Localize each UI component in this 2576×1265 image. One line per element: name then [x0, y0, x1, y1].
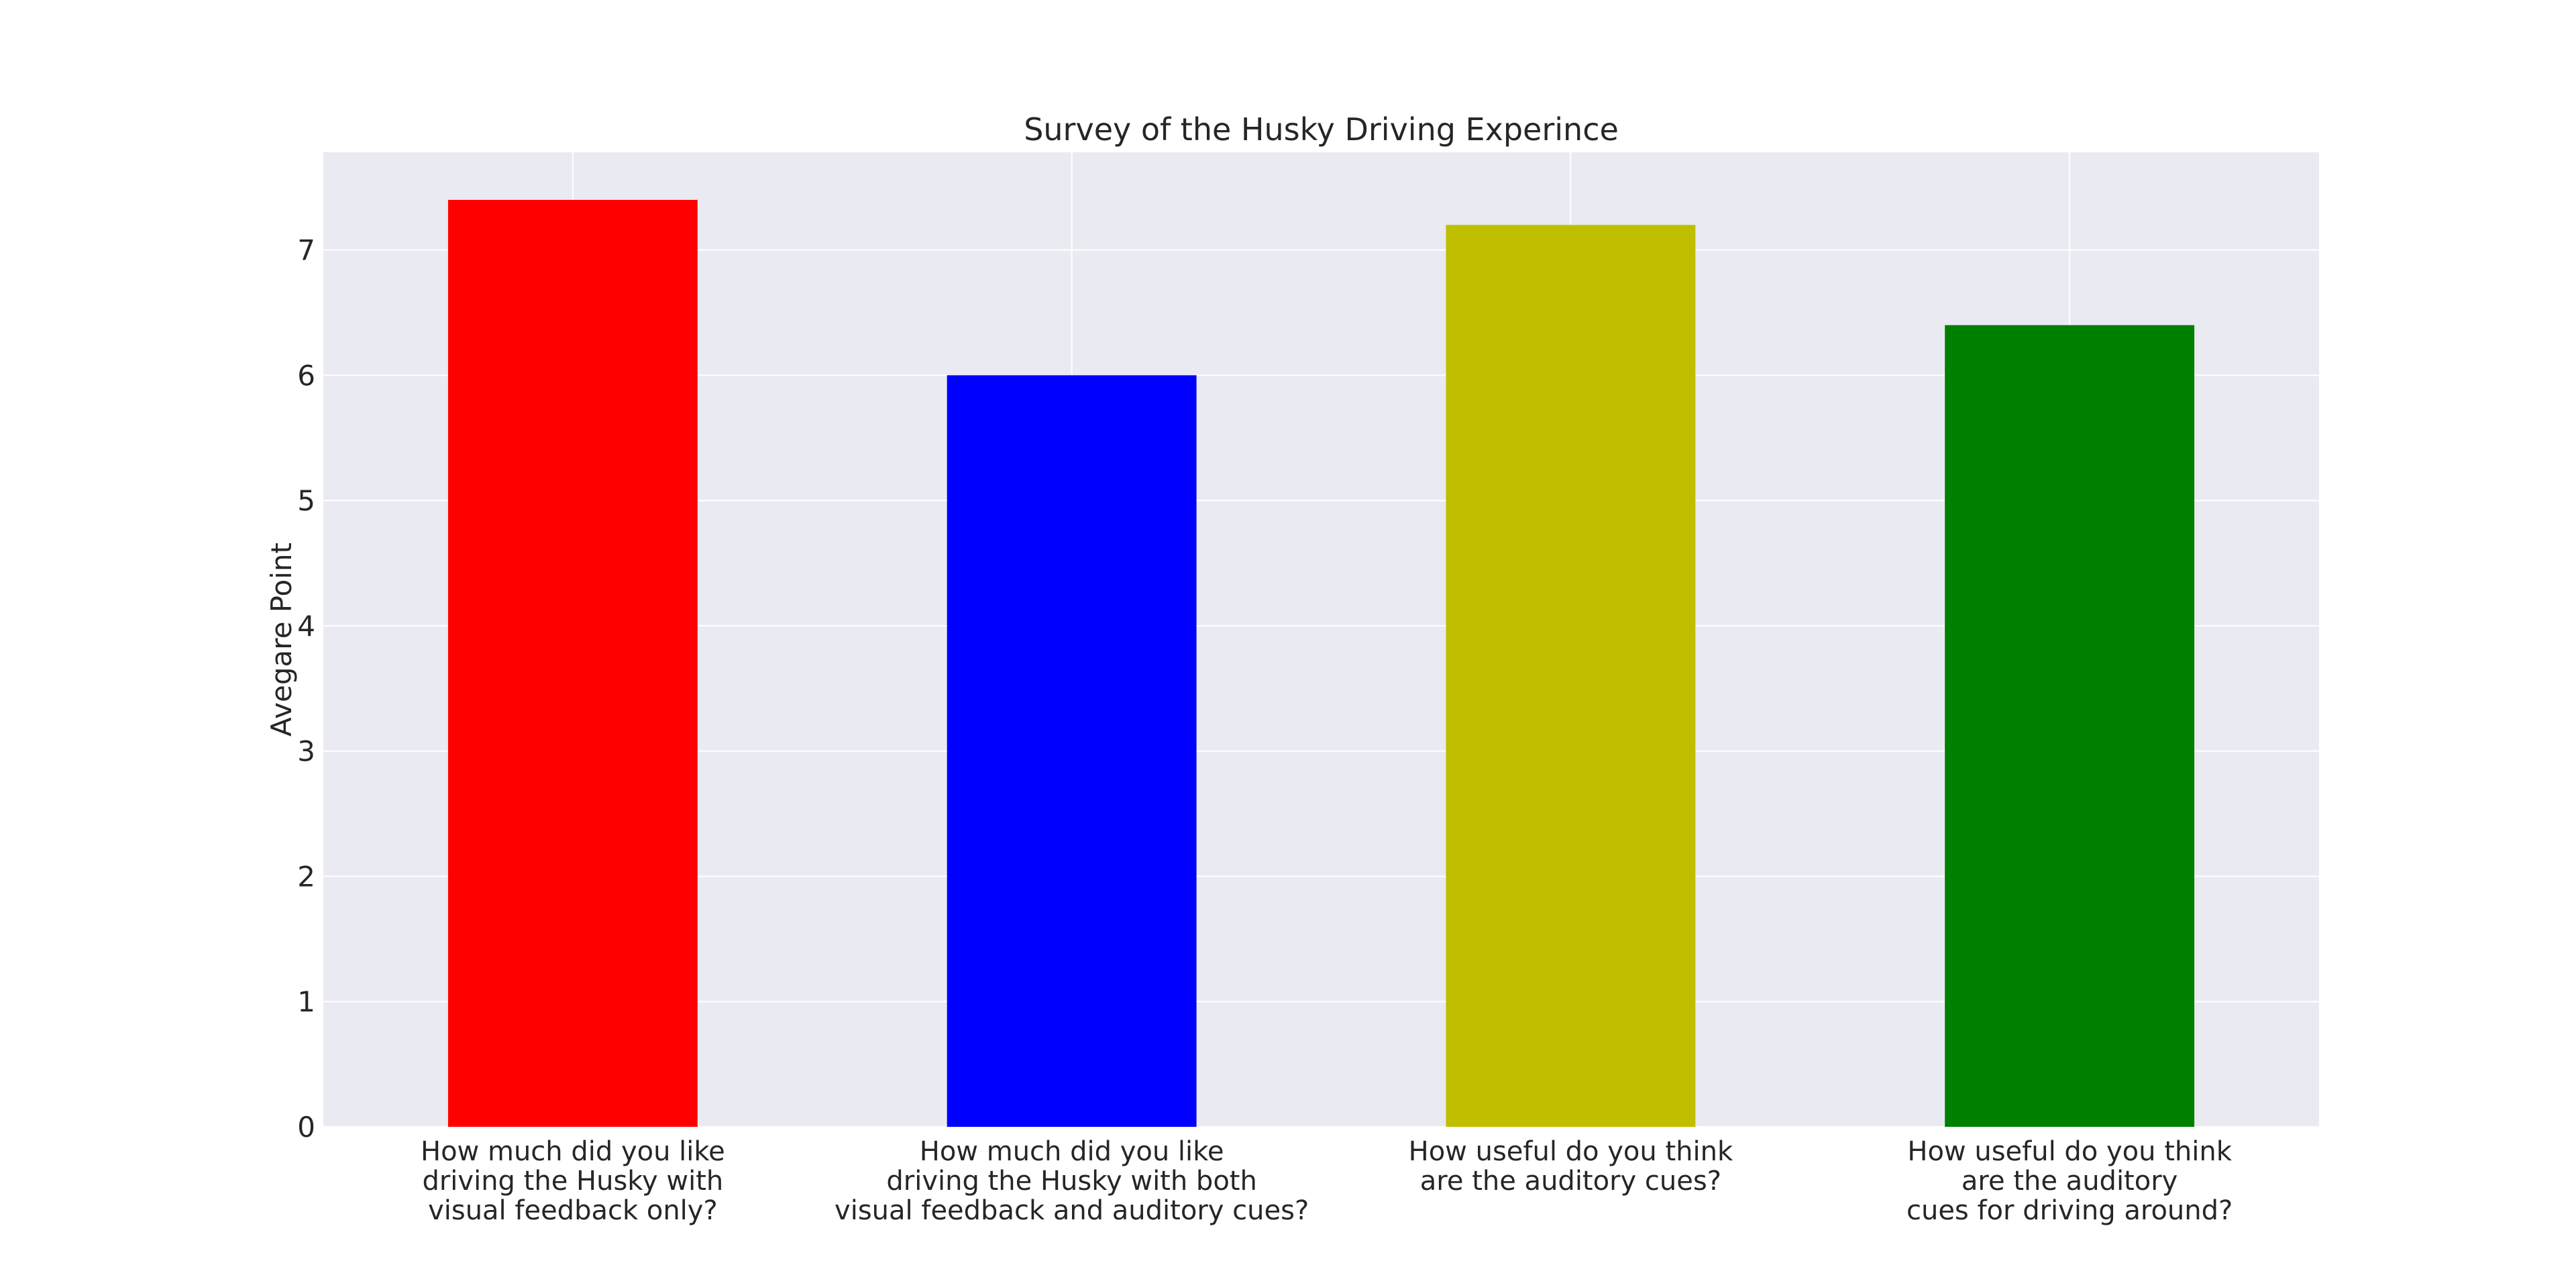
x-tick-label-line: cues for driving around? [1907, 1195, 2233, 1226]
x-tick-label: How useful do you think are the auditory … [1409, 1136, 1733, 1197]
y-tick-label: 5 [297, 484, 315, 517]
x-tick-label: How much did you like driving the Husky w… [421, 1136, 725, 1226]
x-tick-label: How much did you like driving the Husky w… [835, 1136, 1309, 1226]
bar [1945, 325, 2195, 1127]
x-tick-label-line: are the auditory [1962, 1166, 2178, 1197]
x-tick-label-line: How much did you like [421, 1136, 725, 1167]
x-tick-label-line: are the auditory cues? [1420, 1166, 1721, 1197]
y-axis-label: Avegare Point [265, 543, 298, 736]
x-tick-label-line: driving the Husky with both [886, 1166, 1256, 1197]
bars [447, 199, 2195, 1128]
y-axis-ticks: 0 1 2 3 4 5 6 7 [297, 234, 315, 1144]
x-axis-ticks: How much did you like driving the Husky w… [421, 1136, 2233, 1226]
x-tick-label-line: How useful do you think [1907, 1136, 2232, 1167]
bar [947, 375, 1197, 1127]
x-tick-label-line: driving the Husky with [422, 1166, 723, 1197]
y-tick-label: 2 [297, 860, 315, 893]
y-tick-label: 6 [297, 359, 315, 392]
y-tick-label: 1 [297, 985, 315, 1018]
y-tick-label: 0 [297, 1111, 315, 1144]
bar [1446, 225, 1696, 1128]
x-tick-label-line: visual feedback and auditory cues? [835, 1195, 1309, 1226]
bar [447, 199, 698, 1128]
x-tick-label-line: How much did you like [920, 1136, 1224, 1167]
y-tick-label: 3 [297, 735, 315, 768]
y-tick-label: 4 [297, 610, 315, 643]
x-tick-label-line: How useful do you think [1409, 1136, 1733, 1167]
y-tick-label: 7 [297, 234, 315, 267]
x-tick-label: How useful do you think are the auditory c… [1907, 1136, 2233, 1226]
chart-title: Survey of the Husky Driving Experince [1024, 111, 1619, 148]
x-tick-label-line: visual feedback only? [428, 1195, 718, 1226]
